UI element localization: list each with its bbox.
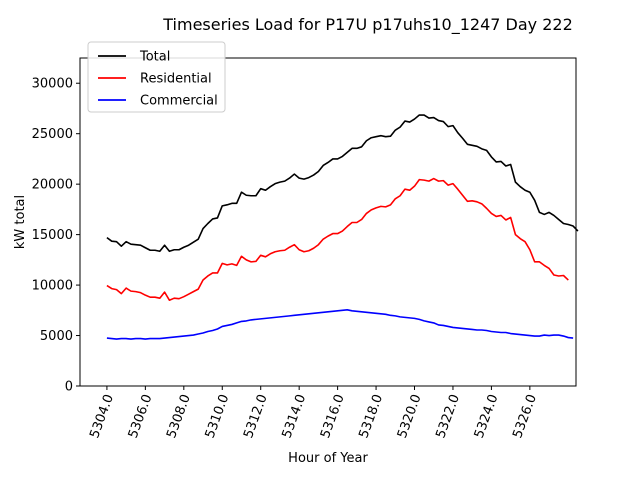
series-line-residential: [106, 177, 569, 302]
y-axis-label: kW total: [13, 195, 28, 249]
legend-box: [87, 41, 226, 113]
y-tick-label: 25000: [32, 127, 73, 142]
y-tick-label: 15000: [32, 228, 73, 243]
legend: Total Residential Commercial: [87, 41, 226, 113]
y-tick-label: 30000: [32, 77, 73, 92]
legend-label-commercial: Commercial: [140, 94, 218, 109]
y-axis: 0 5000 10000 15000 20000 25000 30000: [32, 77, 80, 395]
series-lines: [106, 114, 579, 340]
y-tick-label: 20000: [32, 178, 73, 193]
series-line-commercial: [106, 308, 574, 340]
y-tick-label: 10000: [32, 279, 73, 294]
legend-label-total: Total: [139, 50, 170, 65]
chart-title: Timeseries Load for P17U p17uhs10_1247 D…: [162, 15, 573, 35]
y-tick-label: 0: [65, 380, 73, 395]
plot-frame: [79, 57, 577, 387]
y-tick-label: 5000: [40, 329, 73, 344]
legend-label-residential: Residential: [140, 72, 212, 87]
x-axis-label: Hour of Year: [288, 451, 368, 466]
series-line-total: [106, 114, 579, 253]
